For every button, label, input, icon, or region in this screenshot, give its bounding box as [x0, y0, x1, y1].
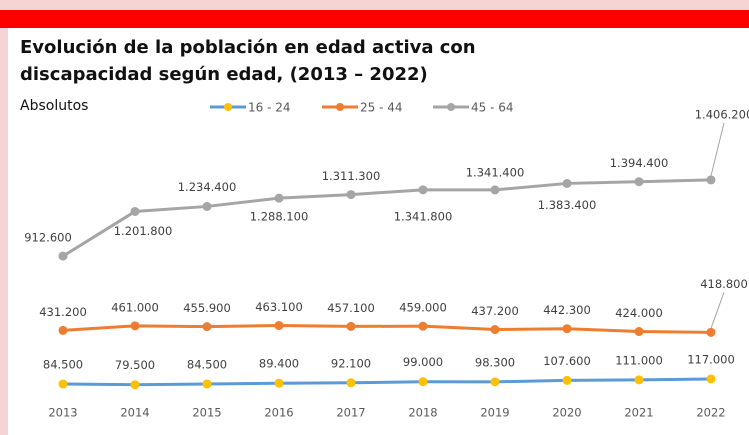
subtitle: Absolutos: [20, 98, 88, 114]
x-tick-label: 2018: [408, 406, 437, 420]
series-line: [62, 178, 712, 258]
x-tick-label: 2017: [336, 406, 365, 420]
point: [346, 321, 356, 331]
point: [346, 190, 356, 200]
point: [706, 175, 716, 185]
point: [562, 324, 572, 334]
x-tick-label: 2013: [48, 406, 77, 420]
x-tick-label: 2014: [120, 406, 149, 420]
data-label: 442.300: [543, 303, 591, 317]
data-label: 437.200: [471, 304, 519, 318]
x-tick-label: 2019: [480, 406, 509, 420]
data-label: 457.100: [327, 301, 375, 315]
data-label: 1.288.100: [250, 210, 309, 224]
top-band: [0, 0, 749, 10]
series-line: [62, 324, 712, 334]
chart-title: Evolución de la población en edad activa…: [20, 37, 476, 58]
legend-label: 25 - 44: [360, 101, 403, 115]
data-label: 431.200: [39, 305, 87, 319]
point: [274, 321, 284, 331]
data-label: 418.800: [700, 277, 748, 291]
point: [202, 201, 212, 211]
point: [274, 378, 284, 388]
point: [562, 178, 572, 188]
point: [562, 375, 572, 385]
point: [202, 379, 212, 389]
point: [274, 193, 284, 203]
point: [130, 321, 140, 331]
point: [490, 325, 500, 335]
point: [58, 251, 68, 261]
point: [418, 185, 428, 195]
point: [130, 380, 140, 390]
data-label: 117.000: [687, 352, 735, 366]
point: [706, 374, 716, 384]
point: [490, 377, 500, 387]
legend-marker: [336, 103, 344, 111]
data-label: 1.341.400: [466, 165, 525, 179]
legend-marker: [447, 103, 455, 111]
leader-line: [710, 122, 725, 177]
data-label: 1.311.300: [322, 169, 381, 183]
data-label: 1.406.200: [695, 107, 749, 121]
data-label: 98.300: [475, 355, 515, 369]
data-label: 84.500: [187, 357, 227, 371]
x-tick-label: 2016: [264, 406, 293, 420]
point: [130, 206, 140, 216]
point: [634, 177, 644, 187]
data-label: 99.000: [403, 355, 443, 369]
data-label: 1.383.400: [538, 198, 597, 212]
legend-label: 16 - 24: [248, 101, 291, 115]
data-label: 463.100: [255, 300, 303, 314]
data-label: 92.100: [331, 356, 371, 370]
series-line: [62, 377, 712, 387]
x-tick-label: 2015: [192, 406, 221, 420]
legend-label: 45 - 64: [471, 101, 514, 115]
point: [418, 377, 428, 387]
x-tick-label: 2021: [624, 406, 653, 420]
data-label: 912.600: [24, 231, 72, 245]
point: [418, 321, 428, 331]
data-label: 84.500: [43, 357, 83, 371]
leader-line: [710, 292, 725, 329]
point: [202, 322, 212, 332]
data-label: 107.600: [543, 354, 591, 368]
data-label: 455.900: [183, 301, 231, 315]
left-band: [0, 28, 8, 435]
point: [634, 375, 644, 385]
data-label: 1.394.400: [610, 156, 669, 170]
point: [490, 185, 500, 195]
chart-title: discapacidad según edad, (2013 – 2022): [20, 64, 428, 85]
data-label: 424.000: [615, 306, 663, 320]
data-label: 1.201.800: [114, 224, 173, 238]
data-label: 111.000: [615, 353, 663, 367]
red-bar: [0, 10, 749, 28]
data-label: 461.000: [111, 300, 159, 314]
data-label: 79.500: [115, 358, 155, 372]
point: [58, 325, 68, 335]
legend-marker: [224, 103, 232, 111]
point: [706, 327, 716, 337]
data-label: 1.341.800: [394, 209, 453, 223]
point: [346, 378, 356, 388]
point: [634, 327, 644, 337]
point: [58, 379, 68, 389]
data-label: 89.400: [259, 357, 299, 371]
data-label: 1.234.400: [178, 180, 237, 194]
x-tick-label: 2020: [552, 406, 581, 420]
data-label: 459.000: [399, 301, 447, 315]
x-tick-label: 2022: [696, 406, 725, 420]
